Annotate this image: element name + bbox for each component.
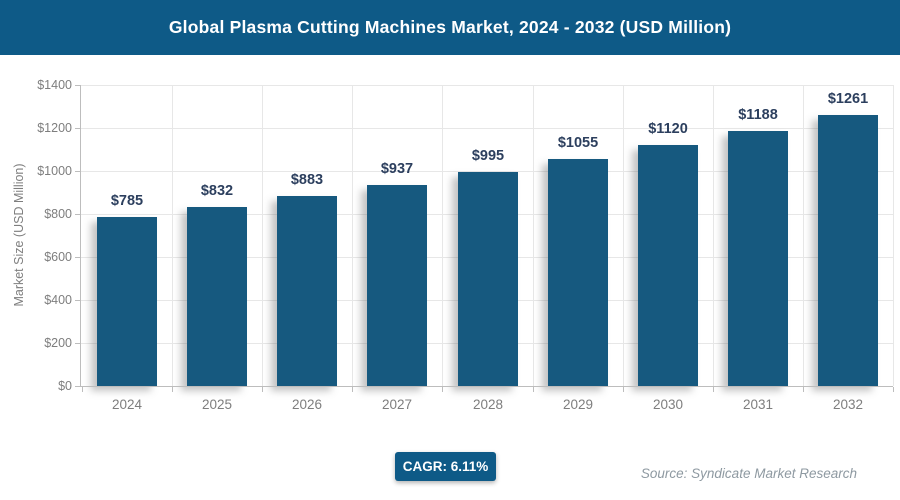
gridline-horizontal [80,85,893,86]
gridline-vertical [713,85,714,386]
x-tick-mark [352,387,353,392]
x-tick-mark [442,387,443,392]
bar-value-label-2028: $995 [471,148,505,164]
x-tick-label-2026: 2026 [291,397,323,412]
y-tick-mark [75,171,80,172]
x-tick-label-2030: 2030 [652,397,684,412]
cagr-badge: CAGR: 6.11% [395,452,496,481]
bar-value-label-2030: $1120 [648,121,688,137]
bar-value-label-2026: $883 [290,172,324,188]
x-tick-label-2024: 2024 [111,397,143,412]
bar-value-label-2025: $832 [200,183,234,199]
x-tick-mark [623,387,624,392]
y-tick-mark [75,257,80,258]
bar-value-label-2031: $1188 [738,107,778,123]
x-tick-label-2031: 2031 [742,397,774,412]
gridline-horizontal [80,128,893,129]
y-tick-label-600: $600 [44,250,72,264]
y-tick-label-0: $0 [58,379,72,393]
bar-2031[interactable] [728,131,788,386]
y-tick-mark [75,128,80,129]
bar-value-label-2032: $1261 [827,91,869,107]
x-tick-mark [533,387,534,392]
y-tick-mark [75,386,80,387]
y-tick-label-200: $200 [44,336,72,350]
x-tick-label-2029: 2029 [562,397,594,412]
x-tick-mark [713,387,714,392]
bar-2027[interactable] [367,185,427,386]
bar-2032[interactable] [818,115,878,386]
bar-2025[interactable] [187,207,247,386]
bar-2024[interactable] [97,217,157,386]
source-attribution: Source: Syndicate Market Research [640,466,857,481]
bar-2030[interactable] [638,145,698,386]
gridline-vertical [623,85,624,386]
y-tick-mark [75,85,80,86]
bar-value-label-2027: $937 [380,161,414,177]
bar-value-label-2024: $785 [110,193,144,209]
y-tick-mark [75,214,80,215]
x-tick-mark [262,387,263,392]
x-axis-line [75,386,893,387]
chart-title-bar: Global Plasma Cutting Machines Market, 2… [0,0,900,55]
y-tick-label-1200: $1200 [37,121,72,135]
x-tick-label-2032: 2032 [832,397,864,412]
x-tick-mark [82,387,83,392]
chart-title: Global Plasma Cutting Machines Market, 2… [168,17,732,37]
gridline-vertical [533,85,534,386]
x-tick-mark [803,387,804,392]
y-tick-label-400: $400 [44,293,72,307]
gridline-vertical [172,85,173,386]
bar-value-label-2029: $1055 [557,135,599,151]
gridline-vertical [352,85,353,386]
y-tick-label-800: $800 [44,207,72,221]
gridline-vertical [442,85,443,386]
x-tick-mark [893,387,894,392]
bar-2026[interactable] [277,196,337,386]
y-tick-mark [75,343,80,344]
bar-2029[interactable] [548,159,608,386]
x-tick-label-2025: 2025 [201,397,233,412]
gridline-horizontal [80,171,893,172]
gridline-vertical [893,85,894,386]
x-tick-label-2027: 2027 [381,397,413,412]
y-tick-label-1000: $1000 [37,164,72,178]
x-tick-mark [172,387,173,392]
bar-2028[interactable] [458,172,518,386]
y-axis-line [80,85,81,386]
gridline-vertical [803,85,804,386]
gridline-vertical [262,85,263,386]
y-tick-label-1400: $1400 [37,78,72,92]
y-tick-mark [75,300,80,301]
x-tick-label-2028: 2028 [472,397,504,412]
